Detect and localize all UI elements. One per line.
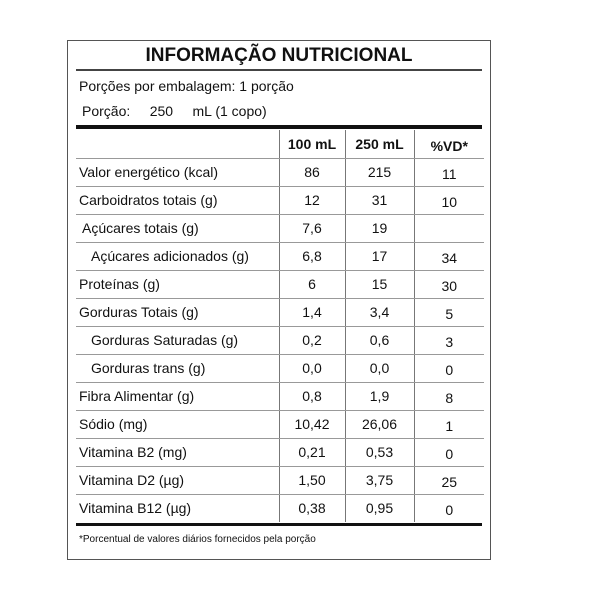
table-header: 100 mL 250 mL %VD*	[76, 130, 484, 159]
footnote: *Porcentual de valores diários fornecido…	[79, 534, 316, 545]
nutrient-name: Vitamina B2 (mg)	[76, 438, 279, 467]
nutrient-value-v250: 19	[344, 214, 414, 243]
column-header: 100 mL	[278, 130, 345, 159]
nutrient-value-v100: 0,2	[278, 326, 345, 355]
nutrient-value-v250: 0,0	[344, 354, 414, 383]
column-header: %VD*	[413, 130, 484, 159]
table-row: Gorduras Totais (g) 1,4 3,4 5	[76, 298, 484, 327]
nutrient-name: Vitamina B12 (µg)	[79, 500, 192, 517]
nutrient-name: Gorduras trans (g)	[76, 354, 279, 383]
table-row: Vitamina D2 (µg) 1,50 3,75 25	[76, 466, 484, 495]
table-row: Fibra Alimentar (g) 0,8 1,9 8	[76, 382, 484, 411]
portion-line: Porção: 250 mL (1 copo)	[82, 103, 267, 119]
nutrient-name: Açúcares adicionados (g)	[76, 242, 279, 271]
nutrient-value-v250: 1,9	[344, 382, 414, 411]
nutrient-value-v100: 10,42	[278, 410, 345, 439]
nutrient-value-v100: 1,4	[278, 298, 345, 327]
nutrient-value-v100: 0,8	[278, 382, 345, 411]
nutrient-value-v100: 6	[278, 270, 345, 299]
nutrient-name: Valor energético (kcal)	[76, 158, 279, 187]
portion-amount: 250	[149, 103, 174, 119]
table-row: Proteínas (g) 6 15 30	[76, 270, 484, 299]
table-row: Vitamina B2 (mg) 0,21 0,53 0	[76, 438, 484, 467]
nutrient-value-v100: 12	[278, 186, 345, 215]
nutrition-table: 100 mL 250 mL %VD* Valor energético (kca…	[76, 130, 484, 522]
table-row: Gorduras trans (g) 0,0 0,0 0	[76, 354, 484, 383]
column-header	[76, 130, 279, 159]
nutrient-value-vd: 10	[413, 186, 484, 215]
nutrient-value-v250: 3,4	[344, 298, 414, 327]
nutrient-value-v100: 1,50	[278, 466, 345, 495]
nutrient-value-v250: 0,6	[344, 326, 414, 355]
nutrient-value-vd: 1	[413, 410, 484, 439]
nutrient-value-vd: 34	[413, 242, 484, 271]
nutrient-value-v250: 0,95	[344, 494, 414, 522]
portion-unit: mL (1 copo)	[192, 103, 267, 119]
table-row: Carboidratos totais (g) 12 31 10	[76, 186, 484, 215]
nutrient-value-vd: 30	[413, 270, 484, 299]
nutrient-value-v250: 0,53	[344, 438, 414, 467]
nutrient-value-vd: 0	[413, 494, 484, 522]
nutrient-value-v100: 0,38	[278, 494, 345, 522]
table-section: 100 mL 250 mL %VD* Valor energético (kca…	[76, 130, 484, 546]
nutrient-value-v250: 17	[344, 242, 414, 271]
nutrient-name: Fibra Alimentar (g)	[76, 382, 279, 411]
nutrient-value-vd: 8	[413, 382, 484, 411]
nutrient-name: Gorduras Totais (g)	[76, 298, 279, 327]
nutrient-value-vd: 0	[413, 438, 484, 467]
nutrient-value-v100: 0,21	[278, 438, 345, 467]
nutrient-name: Gorduras Saturadas (g)	[76, 326, 279, 355]
table-row: Açúcares totais (g) 7,6 19	[76, 214, 484, 243]
nutrient-value-vd: 0	[413, 354, 484, 383]
divider-thick	[76, 125, 482, 129]
portion-label: Porção:	[82, 103, 131, 119]
nutrient-name: Vitamina D2 (µg)	[76, 466, 279, 495]
nutrient-name: Carboidratos totais (g)	[76, 186, 279, 215]
table-row: Gorduras Saturadas (g) 0,2 0,6 3	[76, 326, 484, 355]
nutrient-value-v250: 3,75	[344, 466, 414, 495]
label-title: INFORMAÇÃO NUTRICIONAL	[76, 43, 482, 71]
table-row: Vitamina B12 (µg) 0,38 0,95 0	[76, 494, 484, 522]
nutrition-label: INFORMAÇÃO NUTRICIONAL Porções por embal…	[67, 40, 491, 560]
nutrient-value-v100: 6,8	[278, 242, 345, 271]
nutrient-name: Sódio (mg)	[76, 410, 279, 439]
nutrient-name: Açúcares totais (g)	[76, 214, 279, 243]
nutrient-value-vd	[413, 214, 484, 243]
table-row: Açúcares adicionados (g) 6,8 17 34	[76, 242, 484, 271]
servings-per-package: Porções por embalagem: 1 porção	[79, 78, 294, 94]
nutrient-value-v250: 26,06	[344, 410, 414, 439]
nutrient-value-vd: 25	[413, 466, 484, 495]
table-row: Sódio (mg) 10,42 26,06 1	[76, 410, 484, 439]
nutrient-value-v250: 31	[344, 186, 414, 215]
nutrient-value-vd: 5	[413, 298, 484, 327]
nutrient-value-v250: 15	[344, 270, 414, 299]
column-header: 250 mL	[344, 130, 414, 159]
nutrient-value-v100: 0,0	[278, 354, 345, 383]
nutrient-value-v250: 215	[344, 158, 414, 187]
table-row: Valor energético (kcal) 86 215 11	[76, 158, 484, 187]
nutrient-value-vd: 3	[413, 326, 484, 355]
nutrient-value-v100: 86	[278, 158, 345, 187]
nutrient-name: Proteínas (g)	[76, 270, 279, 299]
nutrient-value-v100: 7,6	[278, 214, 345, 243]
nutrient-value-vd: 11	[413, 158, 484, 187]
divider-thick	[76, 523, 482, 526]
